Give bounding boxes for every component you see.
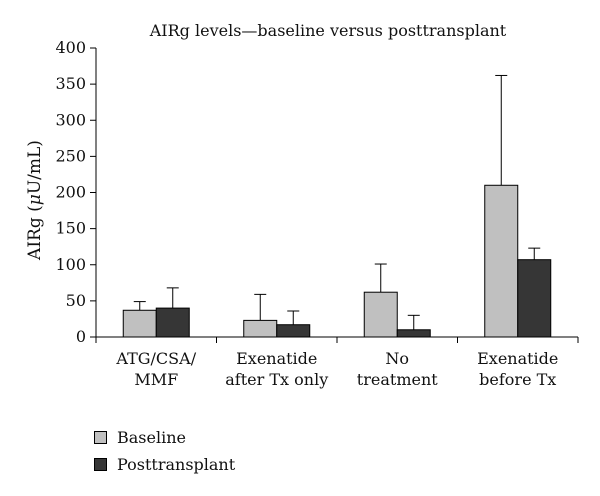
y-tick-label: 150 [55, 219, 86, 238]
x-tick-label-line: MMF [134, 370, 178, 389]
y-axis: 0 50 100 150 200 250 300 350 400 [55, 38, 97, 346]
chart-title: AIRg levels—baseline versus posttranspla… [149, 21, 507, 40]
y-tick-label: 400 [55, 38, 86, 57]
legend-swatch-posttransplant [94, 458, 107, 471]
x-axis: ATG/CSA/MMF Exenatide after Tx only No treat… [95, 336, 579, 389]
x-tick-label-line: before Tx [479, 370, 556, 389]
x-tick-label-line: treatment [357, 370, 438, 389]
bar-posttransplant-1 [155, 307, 190, 338]
legend: Baseline Posttransplant [94, 424, 235, 478]
y-tick-label: 350 [55, 74, 86, 93]
y-tick-label: 300 [55, 110, 86, 129]
y-tick-label: 250 [55, 146, 86, 165]
bar-baseline-1 [122, 309, 157, 338]
y-tick-label: 50 [66, 291, 86, 310]
legend-label-posttransplant: Posttransplant [117, 455, 236, 474]
y-axis-label-mu: μ [25, 194, 45, 205]
bar-baseline-3 [363, 291, 398, 338]
legend-label-baseline: Baseline [117, 428, 186, 447]
bar-baseline-2 [243, 319, 278, 338]
x-tick-label-line: No [385, 349, 409, 368]
x-tick-label-line: ATG/CSA/ [115, 349, 196, 368]
bar-baseline-4 [484, 184, 519, 338]
x-tick-label-line: Exenatide [236, 349, 317, 368]
y-tick-label: 0 [76, 327, 86, 346]
y-axis-label: AIRg (μU/mL) [25, 140, 45, 261]
legend-swatch-baseline [94, 431, 107, 444]
bar-posttransplant-2 [276, 324, 311, 338]
y-tick-label: 200 [55, 183, 86, 202]
x-tick-label-line: Exenatide [477, 349, 558, 368]
bar-posttransplant-3 [396, 329, 431, 338]
y-axis-label-prefix: AIRg ( [25, 205, 45, 261]
bars [122, 74, 552, 338]
legend-item-posttransplant: Posttransplant [94, 451, 235, 478]
x-tick-label: ATG/CSA/MMF [115, 349, 196, 389]
x-tick-label: Exenatide after Tx only [225, 349, 328, 389]
y-axis-label-suffix: U/mL) [25, 140, 45, 194]
x-tick-label: Exenatide before Tx [477, 349, 558, 389]
bar-posttransplant-4 [517, 259, 552, 338]
legend-item-baseline: Baseline [94, 424, 235, 451]
x-tick-label-line: after Tx only [225, 370, 328, 389]
y-tick-label: 100 [55, 255, 86, 274]
x-tick-label: No treatment [357, 349, 438, 389]
